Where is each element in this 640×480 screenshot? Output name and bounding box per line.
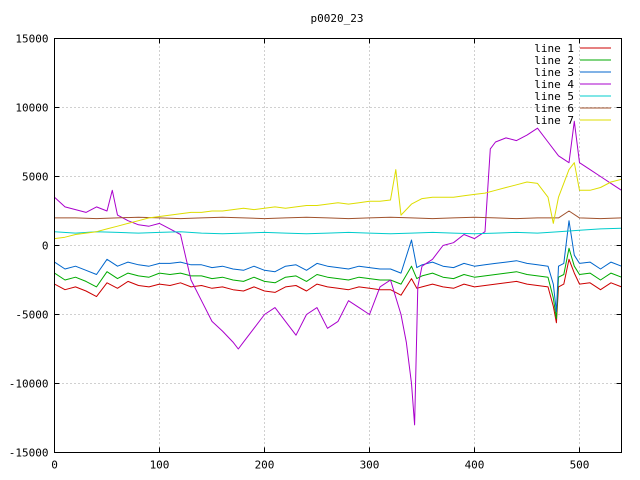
legend-label: line 7 [534, 114, 574, 127]
plot-area [54, 120, 622, 426]
y-tick-label: -15000 [9, 447, 49, 460]
series-line-6 [54, 210, 622, 220]
series-line-3 [54, 220, 622, 313]
chart-title: p0020_23 [311, 12, 364, 25]
y-tick-label: 0 [42, 240, 49, 253]
y-tick-label: -10000 [9, 378, 49, 391]
series-line-5 [54, 227, 622, 235]
x-tick-label: 100 [150, 459, 170, 472]
series-line-4 [54, 120, 622, 426]
y-tick-label: 5000 [22, 171, 49, 184]
y-tick-label: 15000 [15, 33, 48, 46]
y-tick-label: -5000 [15, 309, 48, 322]
grid-lines [54, 38, 622, 453]
legend-label: line 1 [534, 42, 574, 55]
y-axis-ticks: -15000 -10000 -5000 0 5000 10000 15000 [9, 33, 622, 460]
x-tick-label: 500 [570, 459, 590, 472]
legend-label: line 5 [534, 90, 574, 103]
x-tick-label: 400 [465, 459, 485, 472]
plot-border [54, 38, 622, 453]
x-tick-label: 0 [51, 459, 58, 472]
legend-label: line 3 [534, 66, 574, 79]
series-line-2 [54, 247, 622, 320]
legend-label: line 4 [534, 78, 574, 91]
x-tick-label: 300 [360, 459, 380, 472]
series-line-7 [54, 162, 622, 240]
legend-label: line 6 [534, 102, 574, 115]
y-tick-label: 10000 [15, 102, 48, 115]
legend-label: line 2 [534, 54, 574, 67]
series-line-1 [54, 258, 622, 324]
x-tick-label: 200 [255, 459, 275, 472]
x-axis-ticks: 0 100 200 300 400 500 [51, 38, 590, 472]
